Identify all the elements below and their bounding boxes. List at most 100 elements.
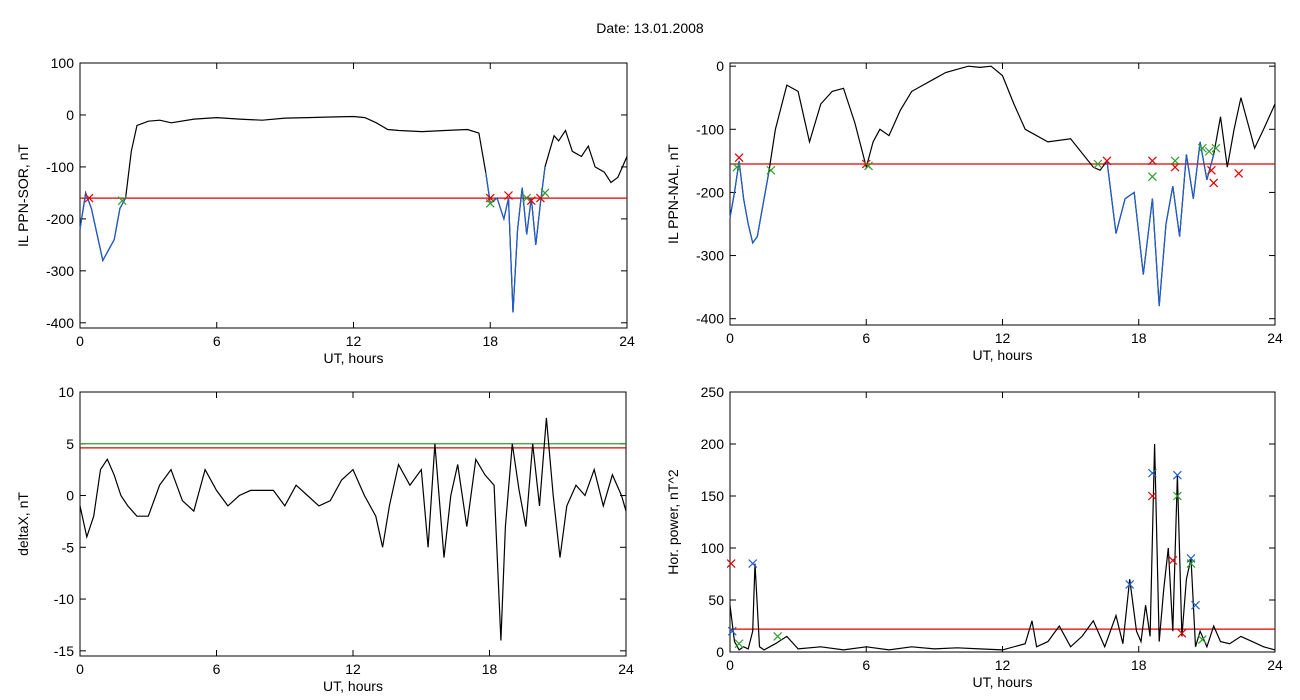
event-marker-stroke bbox=[1093, 159, 1103, 169]
event-marker-stroke bbox=[734, 153, 744, 163]
series-line bbox=[729, 160, 770, 245]
event-marker bbox=[1147, 491, 1157, 501]
y-tick-label: -15 bbox=[54, 643, 74, 659]
event-marker bbox=[485, 198, 495, 208]
y-tick-label: 5 bbox=[66, 436, 74, 452]
event-marker-stroke bbox=[1197, 143, 1207, 153]
event-marker-stroke bbox=[1197, 635, 1207, 644]
plot-frame bbox=[79, 62, 628, 329]
y-tick-label: -400 bbox=[46, 315, 74, 331]
event-marker-stroke bbox=[540, 188, 550, 198]
event-marker bbox=[84, 193, 94, 203]
x-tick-label: 18 bbox=[1131, 657, 1147, 673]
event-marker bbox=[1234, 169, 1244, 178]
x-tick-label: 12 bbox=[345, 661, 361, 677]
x-tick-label: 0 bbox=[726, 657, 734, 673]
x-tick-label: 24 bbox=[618, 661, 634, 677]
event-marker-stroke bbox=[726, 559, 736, 569]
y-tick-label: 100 bbox=[51, 55, 75, 71]
event-marker bbox=[1147, 156, 1157, 166]
y-tick-label: -200 bbox=[696, 184, 724, 200]
event-marker-stroke bbox=[1147, 468, 1157, 478]
y-tick-label: 250 bbox=[701, 384, 725, 400]
event-marker-stroke bbox=[1211, 143, 1221, 153]
y-tick-label: 0 bbox=[66, 107, 74, 123]
event-marker bbox=[734, 639, 744, 649]
event-marker-stroke bbox=[485, 198, 495, 208]
y-axis-label: Hor. power, nT^2 bbox=[665, 469, 681, 575]
event-marker bbox=[727, 626, 737, 636]
plot-frame bbox=[729, 62, 1276, 326]
event-marker-stroke bbox=[84, 193, 94, 203]
x-tick-label: 0 bbox=[76, 661, 84, 677]
event-marker bbox=[734, 153, 744, 163]
y-tick-label: 0 bbox=[66, 488, 74, 504]
series-line bbox=[729, 65, 1276, 307]
y-tick-label: 0 bbox=[716, 644, 724, 660]
event-marker-stroke bbox=[1186, 559, 1196, 569]
event-marker-stroke bbox=[1168, 556, 1178, 565]
event-marker bbox=[1125, 579, 1135, 589]
y-tick-label: -5 bbox=[62, 539, 75, 555]
event-marker-stroke bbox=[522, 193, 532, 203]
y-tick-label: 150 bbox=[701, 488, 725, 504]
x-tick-label: 6 bbox=[213, 661, 221, 677]
x-axis-label: UT, hours bbox=[973, 674, 1033, 690]
x-tick-label: 18 bbox=[1131, 330, 1147, 346]
x-tick-label: 12 bbox=[346, 333, 362, 349]
event-marker-stroke bbox=[1102, 156, 1112, 166]
event-marker-stroke bbox=[1170, 162, 1180, 172]
event-marker-stroke bbox=[1204, 146, 1214, 156]
event-marker-stroke bbox=[1206, 165, 1216, 175]
event-marker-stroke bbox=[504, 191, 513, 200]
event-marker-stroke bbox=[727, 626, 737, 636]
series-line bbox=[79, 115, 628, 313]
y-tick-label: 10 bbox=[58, 384, 74, 400]
event-marker bbox=[1197, 635, 1207, 644]
y-tick-label: -400 bbox=[696, 311, 724, 327]
event-marker bbox=[1186, 559, 1196, 569]
x-tick-label: 18 bbox=[482, 661, 498, 677]
x-tick-label: 6 bbox=[213, 333, 221, 349]
event-marker bbox=[1191, 600, 1200, 610]
y-tick-label: -10 bbox=[54, 591, 74, 607]
x-tick-label: 12 bbox=[995, 657, 1011, 673]
x-tick-label: 0 bbox=[726, 330, 734, 346]
event-marker-stroke bbox=[117, 196, 127, 206]
event-marker-stroke bbox=[1147, 172, 1157, 182]
event-marker-stroke bbox=[1172, 470, 1182, 480]
event-marker bbox=[1172, 470, 1182, 480]
event-marker bbox=[1172, 491, 1182, 501]
event-marker bbox=[526, 196, 536, 206]
event-marker bbox=[117, 196, 127, 206]
event-marker bbox=[864, 161, 873, 171]
event-marker-stroke bbox=[1209, 178, 1219, 188]
event-marker bbox=[1209, 178, 1219, 188]
x-axis-label: UT, hours bbox=[324, 350, 384, 366]
event-marker-stroke bbox=[864, 161, 873, 171]
event-marker bbox=[540, 188, 550, 198]
y-tick-label: 100 bbox=[701, 540, 725, 556]
event-marker-stroke bbox=[1147, 156, 1157, 166]
event-marker bbox=[1170, 162, 1180, 172]
event-marker bbox=[766, 165, 776, 175]
x-tick-label: 6 bbox=[862, 657, 870, 673]
event-marker-stroke bbox=[1191, 600, 1200, 610]
event-marker bbox=[1093, 159, 1103, 169]
x-tick-label: 24 bbox=[1267, 330, 1283, 346]
y-tick-label: -300 bbox=[696, 248, 724, 264]
event-marker-stroke bbox=[1234, 169, 1244, 178]
event-marker bbox=[1204, 146, 1214, 156]
y-tick-label: 50 bbox=[708, 592, 724, 608]
event-marker bbox=[726, 559, 736, 569]
event-marker bbox=[1102, 156, 1112, 166]
event-marker-stroke bbox=[1147, 491, 1157, 501]
x-tick-label: 18 bbox=[482, 333, 498, 349]
x-tick-label: 0 bbox=[76, 333, 84, 349]
event-marker bbox=[1170, 156, 1180, 166]
event-marker bbox=[732, 162, 742, 172]
event-marker-stroke bbox=[1170, 156, 1180, 166]
event-marker-stroke bbox=[732, 162, 742, 172]
event-marker bbox=[1147, 172, 1157, 182]
